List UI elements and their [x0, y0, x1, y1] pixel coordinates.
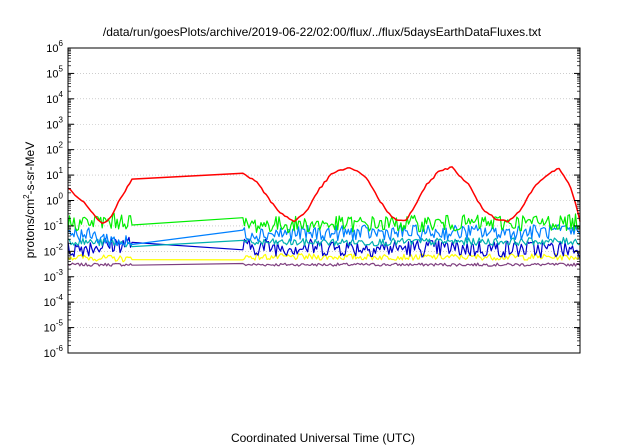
y-tick-label: 10-2 [44, 242, 64, 258]
series-group [67, 166, 581, 267]
y-tick-label-base: 10 [46, 145, 58, 157]
y-tick-label: 10-5 [44, 319, 64, 335]
y-axis-label-rest: -s-sr-MeV [23, 142, 37, 195]
series-line-0 [67, 166, 581, 225]
y-tick-label-exp: -2 [56, 242, 64, 251]
y-tick-label-base: 10 [44, 297, 56, 309]
y-tick-label-exp: 2 [59, 141, 64, 150]
y-tick-label: 102 [46, 141, 63, 157]
y-tick-label: 101 [46, 166, 63, 182]
y-tick-label-base: 10 [46, 94, 58, 106]
y-axis-label-sup: 2 [22, 194, 31, 199]
y-tick-label-base: 10 [46, 119, 58, 131]
y-tick-label-base: 10 [44, 221, 56, 233]
series-line-2 [67, 223, 581, 247]
y-tick-label-exp: 3 [59, 115, 64, 124]
y-tick-label-exp: -4 [56, 293, 64, 302]
y-tick-label: 10-3 [44, 268, 64, 284]
y-tick-label-base: 10 [46, 196, 58, 208]
y-tick-label: 10-4 [44, 293, 64, 309]
y-tick-label: 103 [46, 115, 63, 131]
chart-title: /data/run/goesPlots/archive/2019-06-22/0… [103, 25, 542, 39]
y-tick-label-exp: -1 [56, 217, 64, 226]
x-axis-label: Coordinated Universal Time (UTC) [231, 431, 415, 445]
series-line-3 [67, 236, 581, 248]
y-tick-label: 10-6 [44, 344, 64, 360]
y-tick-label-exp: 6 [59, 39, 64, 48]
y-tick-label-base: 10 [44, 246, 56, 258]
y-axis-label-base: protons/cm [23, 199, 37, 258]
y-tick-label: 106 [46, 39, 63, 55]
y-tick-label-exp: 4 [59, 90, 64, 99]
y-tick-label: 104 [46, 90, 63, 106]
series-line-1 [67, 212, 581, 234]
y-tick-label-exp: 1 [59, 166, 64, 175]
y-tick-label-base: 10 [44, 323, 56, 335]
y-tick-label-base: 10 [46, 68, 58, 80]
series-line-5 [67, 253, 581, 263]
y-tick-label-exp: -5 [56, 319, 64, 328]
axes: 10-610-510-410-310-210-11001011021031041… [44, 39, 580, 360]
y-tick-label: 100 [46, 192, 63, 208]
y-tick-label-exp: 0 [59, 192, 64, 201]
y-tick-label-exp: -6 [56, 344, 64, 353]
y-tick-label-base: 10 [44, 348, 56, 360]
y-tick-label-base: 10 [44, 272, 56, 284]
series-line-6 [67, 262, 581, 267]
y-axis-label: protons/cm2-s-sr-MeV [22, 142, 37, 258]
grid [68, 47, 580, 354]
series-line-4 [67, 236, 581, 259]
y-tick-label-base: 10 [46, 170, 58, 182]
y-tick-label: 10-1 [44, 217, 64, 233]
y-tick-label: 105 [46, 64, 63, 80]
y-tick-label-exp: 5 [59, 64, 64, 73]
y-tick-label-base: 10 [46, 43, 58, 55]
y-tick-label-exp: -3 [56, 268, 64, 277]
